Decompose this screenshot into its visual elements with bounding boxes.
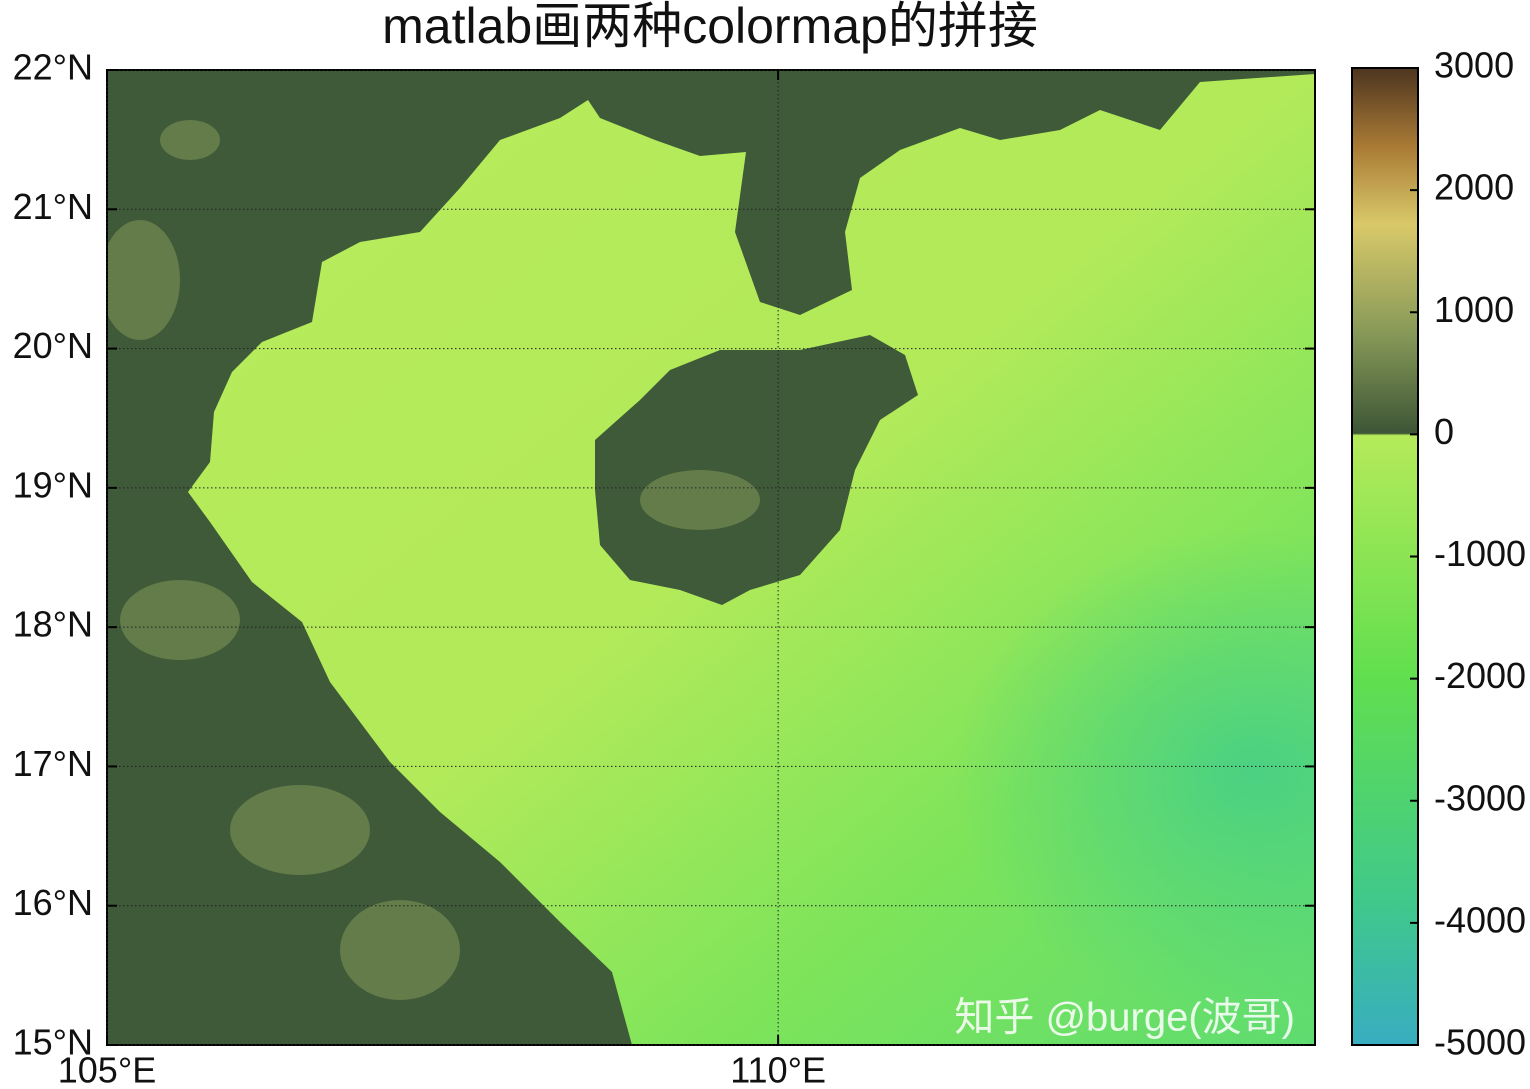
y-tick-label: 22°N [13, 47, 93, 88]
mainland [107, 70, 1315, 1045]
colorbar-tick-label: -3000 [1434, 777, 1526, 818]
colorbar-tick-label: 2000 [1434, 167, 1514, 208]
y-tick-label: 17°N [13, 743, 93, 784]
colorbar [1351, 67, 1419, 1046]
colorbar-tick-label: 3000 [1434, 45, 1514, 86]
y-tick-label: 21°N [13, 186, 93, 227]
terrain-highlights [107, 120, 760, 1000]
watermark: 知乎 @burge(波哥) [954, 996, 1295, 1040]
chart-title: matlab画两种colormap的拼接 [382, 0, 1038, 54]
colorbar-tick-label: 1000 [1434, 289, 1514, 330]
y-tick-label: 19°N [13, 464, 93, 505]
map-area [107, 70, 1315, 1045]
hainan [595, 335, 918, 605]
y-tick-label: 20°N [13, 325, 93, 366]
y-tick-label: 18°N [13, 604, 93, 645]
colorbar-tick-label: -1000 [1434, 533, 1526, 574]
y-tick-label: 16°N [13, 882, 93, 923]
colorbar-tick-label: -2000 [1434, 655, 1526, 696]
y-tick-label: 15°N [13, 1022, 93, 1063]
colorbar-tick-label: -4000 [1434, 899, 1526, 940]
colorbar-tick-label: 0 [1434, 411, 1454, 452]
x-tick-label: 105°E [58, 1050, 156, 1089]
x-tick-label: 110°E [730, 1050, 826, 1089]
colorbar-tick-label: -5000 [1434, 1022, 1526, 1063]
